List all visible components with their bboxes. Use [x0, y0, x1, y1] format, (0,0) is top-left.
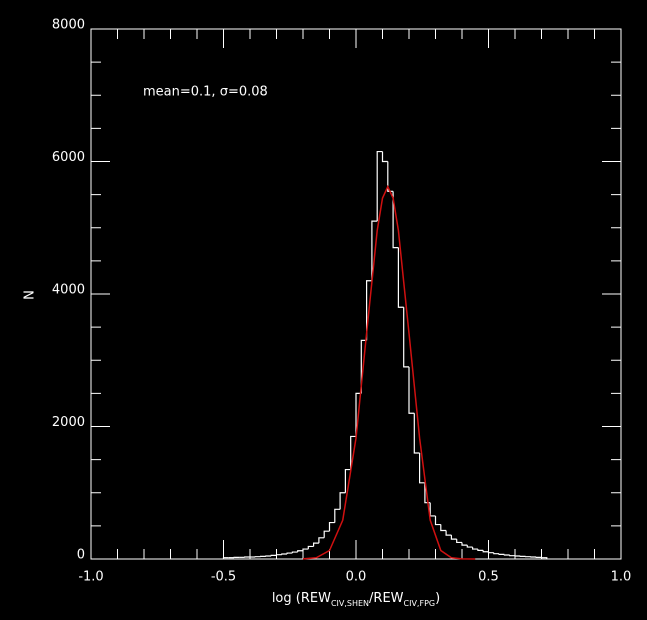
annotation: mean=0.1, σ=0.08: [143, 85, 268, 100]
histogram-step: [350, 435, 356, 470]
histogram-step: [307, 545, 314, 550]
histogram-step: [366, 280, 372, 341]
histogram-step: [482, 550, 489, 553]
y-axis-label: N: [23, 290, 38, 300]
histogram-step: [360, 339, 367, 394]
histogram-step: [387, 161, 394, 192]
x-axis-label: log (REWCIV,SHEN/REWCIV,FPG): [272, 591, 440, 608]
histogram-step: [440, 524, 447, 532]
histogram-step: [355, 392, 362, 437]
x-tick-label: -1.0: [78, 570, 103, 585]
histogram-step: [450, 535, 457, 540]
histogram-step: [413, 413, 420, 454]
x-tick-label: -0.5: [211, 570, 236, 585]
histogram-step: [297, 550, 303, 553]
histogram-step: [381, 151, 388, 163]
histogram-step: [403, 307, 409, 368]
histogram-step: [540, 557, 548, 559]
histogram-step: [281, 553, 288, 555]
histogram-step: [466, 545, 473, 548]
histogram-step: [408, 366, 415, 414]
y-tick-label: 4000: [52, 283, 85, 298]
histogram-step: [487, 551, 494, 554]
histogram-step: [445, 530, 452, 536]
histogram-step: [313, 542, 319, 547]
histogram-step: [302, 548, 309, 551]
histogram-step: [498, 553, 505, 555]
histogram-step: [291, 551, 298, 554]
histogram-step: [339, 492, 346, 510]
histogram-step: [456, 539, 462, 544]
y-tick-label: 2000: [52, 415, 85, 430]
histogram-step: [328, 521, 335, 532]
histogram-step: [392, 191, 399, 249]
histogram-step: [472, 547, 478, 550]
histogram-step: [275, 554, 282, 556]
x-label-part: ): [435, 591, 440, 606]
gaussian-fit: [302, 184, 476, 560]
histogram-step: [397, 247, 404, 308]
histogram-step: [419, 453, 425, 484]
histogram-step: [270, 554, 277, 557]
histogram-step: [509, 555, 515, 557]
y-tick-label: 6000: [52, 150, 85, 165]
x-label-part: /REW: [369, 591, 404, 606]
x-label-part: log (REW: [272, 591, 331, 606]
histogram-step: [344, 468, 351, 493]
histogram-step: [334, 508, 341, 523]
histogram-step: [371, 220, 378, 281]
histogram-step: [286, 552, 293, 555]
histogram-step: [434, 515, 441, 526]
x-label-sub: CIV,SHEN: [331, 599, 369, 608]
histogram-step: [318, 537, 325, 544]
y-tick-label: 8000: [52, 18, 85, 33]
histogram-step: [477, 549, 484, 551]
histogram-step: [493, 552, 500, 555]
histogram-step: [222, 557, 229, 559]
histogram-step: [376, 150, 383, 222]
x-tick-label: 0.0: [346, 570, 367, 585]
y-tick-label: 0: [77, 548, 85, 563]
histogram-step: [503, 554, 510, 556]
histogram-step: [323, 530, 330, 538]
x-tick-label: 0.5: [478, 570, 499, 585]
histogram-step: [461, 542, 468, 546]
x-tick-label: 1.0: [611, 570, 632, 585]
x-label-sub: CIV,FPG: [404, 599, 436, 608]
